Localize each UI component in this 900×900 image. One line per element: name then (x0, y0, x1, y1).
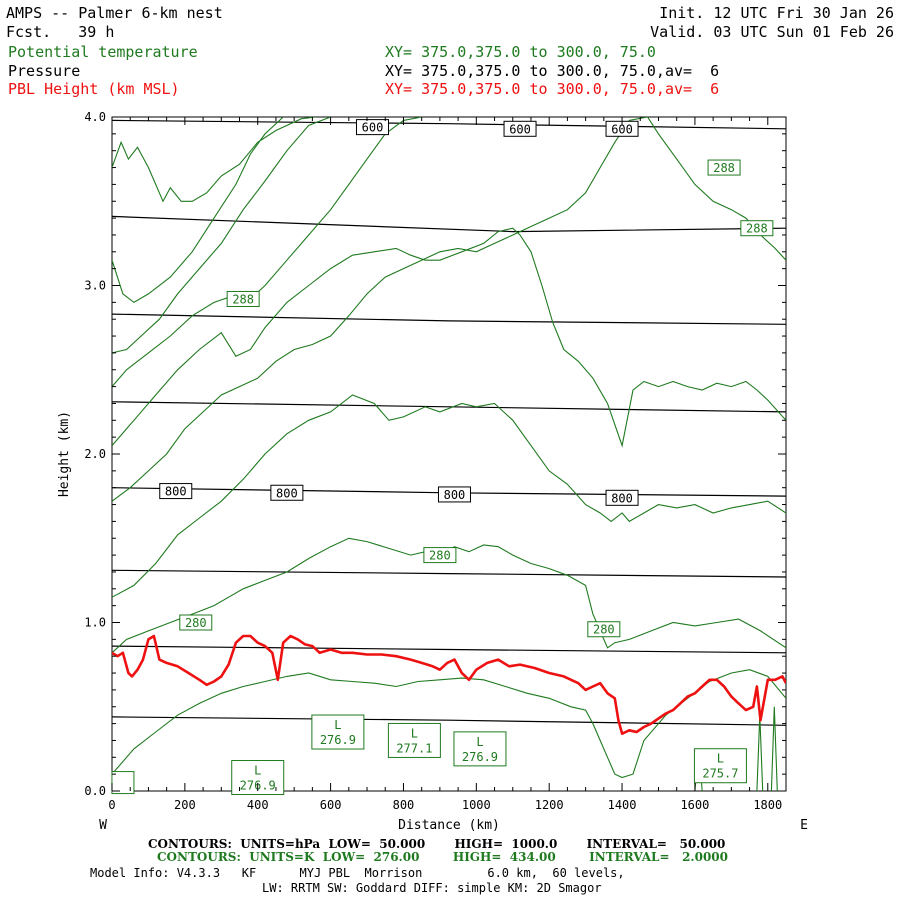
theta-label: 288 (713, 161, 735, 175)
valid-time: Valid. 03 UTC Sun 01 Feb 26 (650, 23, 894, 41)
low-value: 276.9 (320, 733, 356, 747)
pressure-label-box (355, 119, 389, 136)
x-axis-title: Distance (km) (398, 818, 500, 833)
pressure-label: 600 (362, 121, 384, 135)
pressure-contour (112, 313, 786, 325)
pressure-contour (112, 645, 786, 654)
theta-label: 280 (185, 616, 207, 630)
x-tick-label: 1800 (753, 798, 782, 812)
theta-contour (112, 117, 331, 354)
theta-label: 288 (746, 222, 768, 236)
x-end-label-west: W (99, 818, 107, 833)
low-marker: L (254, 764, 261, 778)
x-tick-label: 1000 (462, 798, 491, 812)
pbl-height-line (112, 634, 786, 736)
x-tick-label: 800 (393, 798, 415, 812)
pressure-label-box (437, 486, 471, 503)
low-box (311, 714, 365, 750)
theta-contour (756, 715, 764, 791)
theta-contour (112, 117, 786, 502)
legend-theta-name: Potential temperature (8, 43, 198, 61)
pbl-series (112, 634, 786, 736)
pressure-contours (112, 119, 786, 726)
contour-labels: 600 600 600 800 800 800 800 288 288 288 280 280 280 L… (111, 119, 774, 796)
x-tick-label: 600 (320, 798, 342, 812)
plot-border (111, 116, 787, 792)
theta-contour (112, 394, 786, 598)
low-marker: L (334, 718, 341, 732)
y-tick-label: 0.0 (84, 784, 106, 798)
footer-theta-contours: CONTOURS: UNITS=K LOW= 276.00 HIGH= 434.… (157, 850, 728, 864)
x-tick-label: 0 (108, 798, 115, 812)
x-tick-label: 400 (247, 798, 269, 812)
theta-contour (112, 117, 317, 203)
pressure-label-box (605, 489, 639, 506)
pressure-label: 800 (444, 488, 466, 502)
legend-pbl-name: PBL Height (km MSL) (8, 80, 180, 98)
footer-physics-info: LW: RRTM SW: Goddard DIFF: simple KM: 2D… (262, 881, 602, 895)
low-value: 277.1 (396, 741, 432, 755)
pressure-label-box (503, 120, 537, 137)
legend-theta-xy: XY= 375.0,375.0 to 300.0, 75.0 (385, 43, 656, 61)
footer-model-info: Model Info: V4.3.3 KF MYJ PBL Morrison 6… (90, 866, 625, 880)
legend-pbl-xy: XY= 375.0,375.0 to 300.0, 75.0,av= 6 (385, 80, 720, 98)
theta-contour (112, 537, 786, 654)
x-tick-label: 200 (174, 798, 196, 812)
footer-pressure-contours: CONTOURS: UNITS=hPa LOW= 50.000 HIGH= 10… (148, 837, 726, 851)
low-marker: L (717, 752, 724, 766)
init-time: Init. 12 UTC Fri 30 Jan 26 (659, 4, 894, 22)
y-tick-label: 1.0 (84, 616, 106, 630)
theta-contour (112, 669, 786, 779)
forecast-hour: Fcst. 39 h (6, 23, 115, 41)
theta-label: 288 (232, 292, 254, 306)
low-box (693, 748, 747, 784)
theta-contour (112, 117, 284, 304)
y-tick-label: 4.0 (84, 110, 106, 124)
pressure-contour (112, 215, 786, 233)
y-axis-title: Height (km) (57, 411, 72, 497)
pressure-contour (112, 119, 786, 130)
low-value: 275.7 (702, 767, 738, 781)
pressure-label-box (270, 484, 304, 501)
theta-label-box (226, 290, 260, 307)
pressure-label: 800 (165, 485, 187, 499)
theta-contours (112, 117, 786, 791)
theta-label-box (423, 547, 457, 564)
pressure-contour (112, 401, 786, 413)
legend-pressure-xy: XY= 375.0,375.0 to 300.0, 75.0,av= 6 (385, 62, 720, 80)
theta-label-box (587, 621, 621, 638)
legend-pressure-name: Pressure (8, 62, 81, 80)
theta-label-box (179, 614, 213, 631)
low-box (387, 722, 441, 758)
pressure-label-box (159, 483, 193, 500)
low-box (453, 731, 507, 767)
pressure-contour (112, 569, 786, 578)
low-value: 276.9 (462, 750, 498, 764)
x-end-label-east: E (800, 818, 808, 833)
pressure-label: 600 (509, 122, 531, 136)
theta-contour (112, 227, 786, 448)
x-tick-label: 1600 (680, 798, 709, 812)
theta-label: 280 (593, 623, 615, 637)
plot-frame (111, 116, 787, 792)
low-box (111, 771, 135, 795)
x-tick-label: 1400 (608, 798, 637, 812)
pressure-contour (112, 716, 786, 726)
chart-title: AMPS -- Palmer 6-km nest (6, 4, 223, 22)
theta-contour (770, 706, 778, 791)
low-marker: L (476, 735, 483, 749)
low-marker: L (411, 726, 418, 740)
pressure-label: 800 (611, 491, 633, 505)
axes: 0.0 1.0 2.0 3.0 4.0 0 200 400 600 800 1000 1200 1400… (57, 110, 808, 833)
pressure-label: 800 (276, 486, 298, 500)
theta-contour (112, 117, 422, 387)
theta-label-box (707, 159, 741, 176)
theta-label-box (740, 220, 774, 237)
x-tick-label: 1200 (535, 798, 564, 812)
y-tick-label: 3.0 (84, 279, 106, 293)
theta-label: 280 (429, 549, 451, 563)
pressure-label: 600 (611, 122, 633, 136)
y-tick-label: 2.0 (84, 447, 106, 461)
